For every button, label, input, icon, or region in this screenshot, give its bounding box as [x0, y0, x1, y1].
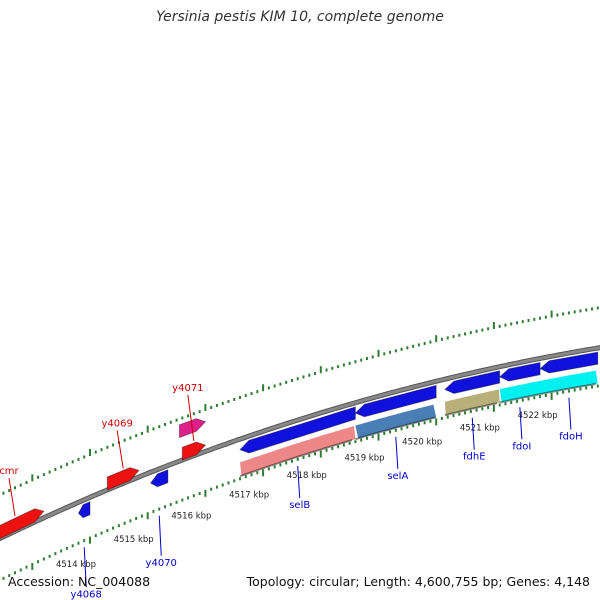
- scale-label: 4515 kbp: [114, 535, 154, 545]
- fdoI-leader: [519, 407, 523, 440]
- cmr-leader: [8, 477, 16, 517]
- genome-backbone: [0, 345, 600, 542]
- y4070-label: y4070: [146, 558, 177, 569]
- feature-track: [239, 370, 598, 478]
- scale-label: 4514 kbp: [56, 560, 96, 570]
- backbone-line: [0, 346, 600, 541]
- feature-bar: [444, 389, 500, 415]
- selA-gene-arrow: [354, 384, 437, 418]
- fdhE-leader: [471, 417, 475, 450]
- feature-bar: [499, 370, 598, 403]
- y4069-leader: [116, 430, 124, 469]
- fdhE-label: fdhE: [463, 452, 486, 463]
- feature-shadow: [499, 382, 596, 404]
- scale-label: 4522 kbp: [518, 411, 558, 421]
- fdoH-gene-arrow: [539, 351, 599, 374]
- y4069-gene-arrow: [106, 467, 140, 491]
- y4070-leader: [158, 515, 162, 556]
- y4071-label: y4071: [172, 383, 203, 394]
- gene-labels: cmr y4068 y4069 y4070 y4071 selB selA fdhE fdoI f…: [0, 383, 583, 600]
- y4071-leader: [187, 394, 195, 441]
- y4068-gene-arrow: [77, 500, 91, 519]
- selA-leader: [395, 436, 399, 469]
- feature-shadow: [239, 439, 353, 478]
- y4071-gene-arrow: [181, 441, 207, 461]
- gene-track: [0, 351, 599, 540]
- y4068-leader: [83, 547, 87, 588]
- scale-label: 4518 kbp: [287, 471, 327, 481]
- scale-label: 4520 kbp: [402, 438, 442, 448]
- selB-label: selB: [289, 500, 310, 511]
- scale-labels: 4514 kbp 4515 kbp 4516 kbp 4517 kbp 4518 kbp…: [56, 411, 558, 570]
- y4070-gene-arrow: [149, 469, 169, 488]
- cmr-label: cmr: [0, 466, 20, 477]
- fdoH-label: fdoH: [559, 432, 583, 443]
- accession-text: Accession: NC_004088: [8, 574, 151, 589]
- map-title: Yersinia pestis KIM 10, complete genome: [156, 9, 444, 25]
- scale-label: 4521 kbp: [460, 423, 500, 433]
- feature-bar: [240, 426, 356, 476]
- feature-shadow: [444, 402, 498, 417]
- feature-shadow: [355, 416, 436, 441]
- y4068-label: y4068: [71, 589, 102, 600]
- scale-label: 4516 kbp: [171, 512, 211, 522]
- y4069-label: y4069: [101, 418, 132, 429]
- inner-tick-ring: [2, 384, 599, 580]
- outer-tick-ring: [2, 306, 599, 495]
- selA-label: selA: [387, 471, 408, 482]
- feature-bar: [355, 404, 437, 439]
- fdhE-gene-arrow: [444, 370, 501, 395]
- fdoH-leader: [568, 397, 572, 430]
- fdoI-gene-arrow: [498, 361, 541, 382]
- scale-label: 4517 kbp: [229, 490, 269, 500]
- fdoI-label: fdoI: [512, 441, 531, 452]
- scale-label: 4519 kbp: [344, 453, 384, 463]
- cmr-gene-arrow: [0, 508, 45, 540]
- topology-text: Topology: circular; Length: 4,600,755 bp…: [246, 574, 590, 589]
- selB-leader: [297, 465, 301, 498]
